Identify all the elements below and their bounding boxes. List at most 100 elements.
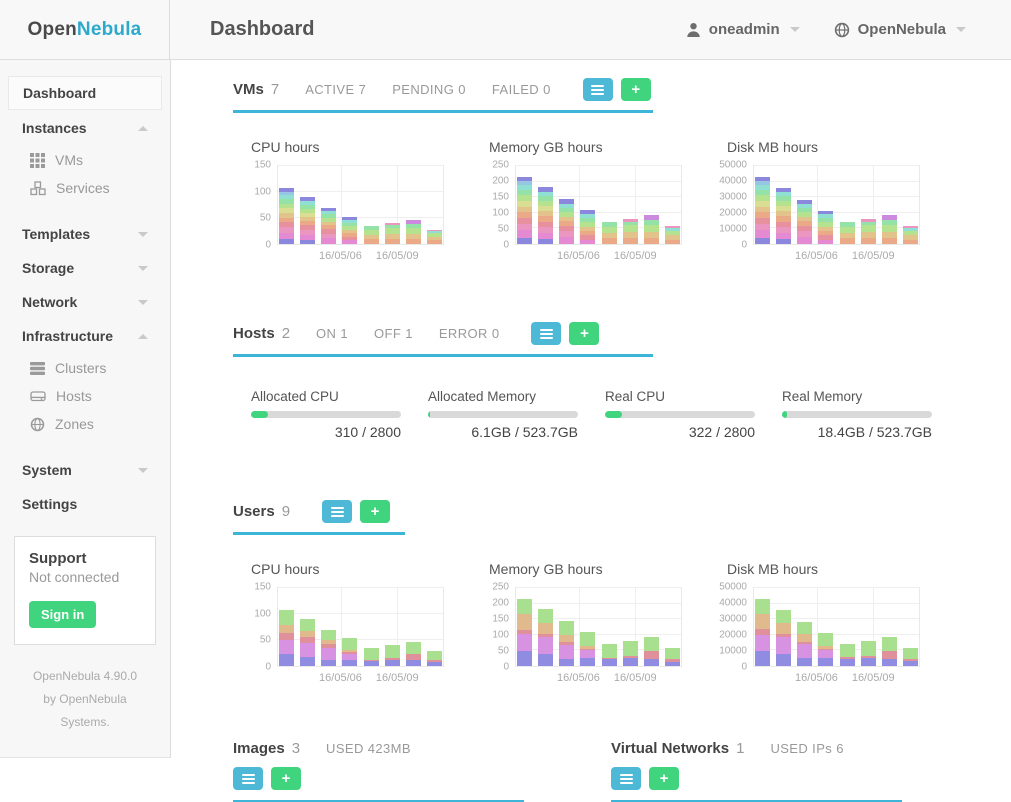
vms-section: VMs 7 ACTIVE 7 PENDING 0 FAILED 0 + CPU … [233, 78, 1011, 266]
brand-logo[interactable]: OpenNebula [0, 0, 170, 59]
list-icon [619, 773, 633, 784]
chart-plot [753, 587, 920, 667]
sidebar-item-settings[interactable]: Settings [8, 488, 162, 520]
hosts-add-button[interactable]: + [569, 322, 600, 345]
chevron-down-icon [138, 467, 148, 473]
sign-in-button[interactable]: Sign in [29, 601, 97, 628]
brand-open: Open [27, 18, 77, 40]
vms-count: 7 [270, 81, 280, 98]
chevron-down-icon [138, 265, 148, 271]
chart-plot [277, 587, 444, 667]
images-count: 3 [291, 740, 301, 757]
meter-label: Allocated Memory [428, 389, 537, 404]
support-title: Support [29, 550, 87, 567]
sidebar-item-services[interactable]: Services [0, 174, 170, 202]
chart-x-axis: 16/05/06 16/05/09 [319, 250, 419, 262]
list-icon [591, 84, 605, 95]
vnets-add-button[interactable]: + [649, 767, 679, 790]
meter-track [782, 411, 932, 418]
plus-icon: + [580, 325, 589, 342]
chart-y-axis: 0 50 100 150 200 250 [492, 159, 509, 251]
sidebar-item-clusters[interactable]: Clusters [0, 354, 170, 382]
chart-title: CPU hours [251, 561, 320, 577]
meter-label: Real Memory [782, 389, 863, 404]
hosts-section-header: Hosts 2 ON 1 OFF 1 ERROR 0 + [233, 322, 653, 357]
images-section: Images 3 USED 423MB + [233, 740, 524, 802]
users-cpu-hours-chart: CPU hours 0 50 100 150 16/05/06 16/05/09 [241, 561, 453, 688]
vnets-count: 1 [736, 740, 745, 757]
plus-icon: + [659, 770, 669, 787]
zone-menu-label: OpenNebula [857, 21, 946, 38]
allocated-memory-meter: Allocated Memory 6.1GB / 523.7GB [428, 389, 578, 440]
dashboard-main: VMs 7 ACTIVE 7 PENDING 0 FAILED 0 + CPU … [171, 60, 1011, 802]
meter-value: 6.1GB / 523.7GB [471, 424, 578, 440]
images-list-button[interactable] [233, 767, 263, 790]
chart-y-axis: 0 10000 20000 30000 40000 50000 [719, 159, 747, 251]
sidebar-item-vms[interactable]: VMs [0, 146, 170, 174]
sidebar-item-zones[interactable]: Zones [0, 410, 170, 438]
hosts-list-button[interactable] [531, 322, 562, 345]
chart-x-axis: 16/05/06 16/05/09 [795, 250, 895, 262]
chart-title: Disk MB hours [727, 561, 819, 577]
sidebar-item-storage[interactable]: Storage [8, 252, 162, 284]
vms-list-button[interactable] [582, 78, 613, 101]
users-disk-hours-chart: Disk MB hours 0 10000 20000 30000 40000 50000… [717, 561, 929, 688]
vms-disk-hours-chart: Disk MB hours 0 10000 20000 30000 40000 50000… [717, 139, 929, 266]
meter-track [428, 411, 578, 418]
vms-add-button[interactable]: + [620, 78, 651, 101]
vms-charts-row: CPU hours 0 50 100 150 16/05/06 16/05/09 Mem… [233, 139, 1011, 266]
chart-title: Disk MB hours [727, 139, 819, 155]
chart-title: CPU hours [251, 139, 320, 155]
users-charts-row: CPU hours 0 50 100 150 16/05/06 16/05/09 Mem… [233, 561, 1011, 688]
real-memory-meter: Real Memory 18.4GB / 523.7GB [782, 389, 932, 440]
vms-stat-pending: PENDING 0 [392, 82, 466, 97]
sidebar-item-label: Clusters [55, 360, 107, 376]
support-status: Not connected [29, 569, 120, 585]
vnets-list-button[interactable] [611, 767, 641, 790]
hosts-hdd-icon [30, 391, 46, 402]
meter-track [251, 411, 401, 418]
support-panel: Support Not connected Sign in [14, 536, 156, 645]
footer-company2: Systems. [60, 714, 110, 729]
sidebar-item-instances[interactable]: Instances [8, 112, 162, 144]
meter-fill [605, 411, 623, 418]
zone-menu[interactable]: OpenNebula [834, 21, 966, 38]
chevron-down-icon [789, 27, 800, 32]
chart-x-axis: 16/05/06 16/05/09 [557, 672, 657, 684]
sidebar-item-system[interactable]: System [8, 454, 162, 486]
chart-x-axis: 16/05/06 16/05/09 [557, 250, 657, 262]
sidebar-item-label: Settings [22, 496, 78, 512]
vms-stat-active: ACTIVE 7 [305, 82, 367, 97]
top-bar-main: Dashboard oneadmin OpenNebula [170, 0, 1011, 59]
sidebar-item-label: Templates [22, 226, 91, 242]
images-add-button[interactable]: + [271, 767, 301, 790]
sidebar-item-label: Instances [22, 120, 87, 136]
sidebar-item-network[interactable]: Network [8, 286, 162, 318]
sidebar-item-infrastructure[interactable]: Infrastructure [8, 320, 162, 352]
zones-globe-icon [30, 417, 45, 431]
sidebar-item-label: Infrastructure [22, 328, 114, 344]
sidebar-item-hosts[interactable]: Hosts [0, 382, 170, 410]
sidebar-item-dashboard[interactable]: Dashboard [8, 76, 162, 110]
globe-icon [834, 22, 849, 37]
vms-grid-icon [30, 152, 45, 168]
services-cubes-icon [30, 180, 46, 195]
sidebar-item-label: Dashboard [23, 85, 97, 101]
user-menu[interactable]: oneadmin [686, 21, 800, 38]
plus-icon: + [281, 770, 291, 787]
meter-label: Real CPU [605, 389, 666, 404]
chart-y-axis: 0 50 100 150 [254, 159, 271, 251]
users-add-button[interactable]: + [360, 500, 391, 523]
sidebar-item-label: System [22, 462, 72, 478]
virtual-networks-section: Virtual Networks 1 USED IPs 6 + [611, 740, 902, 802]
sidebar-item-templates[interactable]: Templates [8, 218, 162, 250]
vms-cpu-hours-chart: CPU hours 0 50 100 150 16/05/06 16/05/09 [241, 139, 453, 266]
sidebar-item-label: Zones [55, 416, 94, 432]
users-list-button[interactable] [322, 500, 353, 523]
sidebar-item-label: Services [56, 180, 110, 196]
hosts-title: Hosts [233, 325, 275, 342]
meter-value: 322 / 2800 [688, 424, 755, 440]
chart-plot [515, 165, 682, 245]
list-icon [241, 773, 255, 784]
